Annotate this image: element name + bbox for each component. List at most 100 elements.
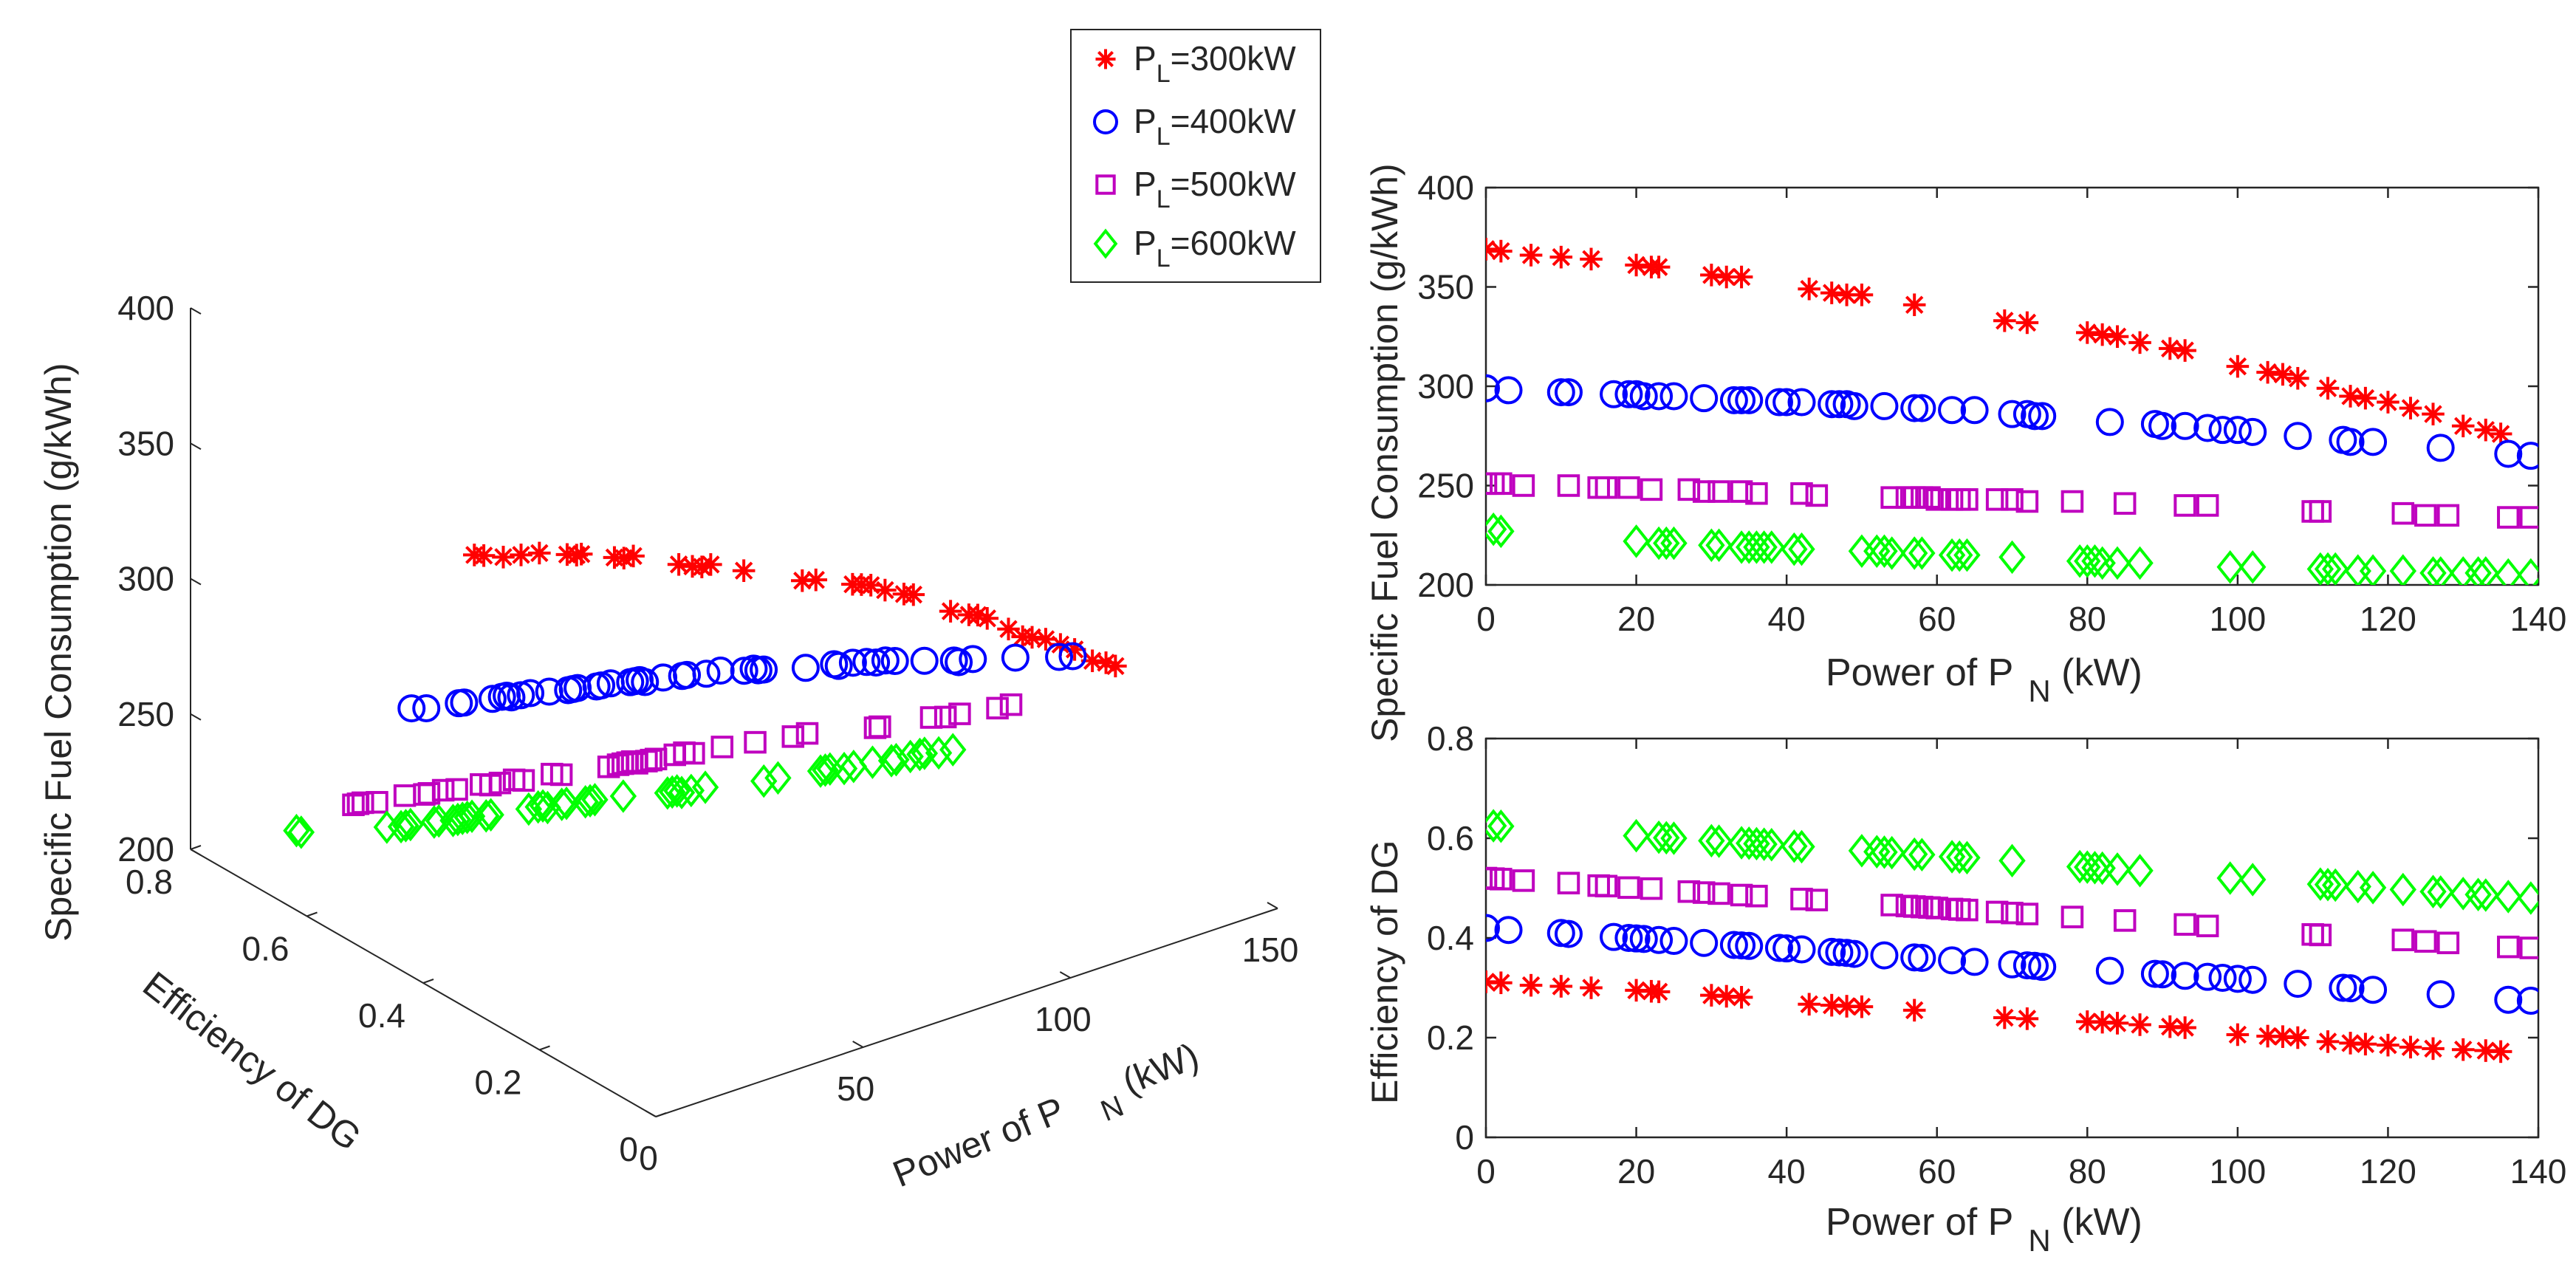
plot-eff-point-pl400 xyxy=(1900,943,1929,972)
plot-sfc-point-pl600 xyxy=(2103,546,2131,580)
plot-eff-point-pl600 xyxy=(1698,823,1725,858)
legend-label-prefix: P xyxy=(1134,165,1157,203)
plot-eff-point-pl500 xyxy=(1745,885,1768,908)
plot-3d-point-pl400 xyxy=(1045,643,1074,671)
plot-eff-point-pl300 xyxy=(1580,976,1603,999)
plot-eff-point-pl600 xyxy=(2419,874,2447,908)
plot-3d-point-pl300 xyxy=(1104,654,1127,678)
plot-eff-xtick-label: 80 xyxy=(2069,1152,2106,1191)
plot-sfc-point-pl400 xyxy=(2021,402,2049,431)
plot-sfc-point-pl400 xyxy=(2208,416,2237,445)
plot-sfc-point-pl600 xyxy=(1486,512,1507,547)
plot-sfc-point-pl300 xyxy=(1490,239,1513,263)
plot-eff-point-pl400 xyxy=(1659,927,1688,956)
plot-eff-xtick-label: 0 xyxy=(1476,1152,1496,1191)
plot-sfc-point-pl300 xyxy=(1700,264,1723,287)
plot-sfc-point-pl600 xyxy=(2344,554,2371,585)
plot-eff-point-pl600 xyxy=(1953,840,1981,875)
plot-sfc-point-pl600 xyxy=(2359,554,2387,585)
plot-sfc-point-pl400 xyxy=(1719,386,1748,414)
plot-sfc-point-pl600 xyxy=(1848,534,1876,569)
plot-sfc-point-pl300 xyxy=(2226,354,2250,378)
plot-eff-point-pl400 xyxy=(2426,980,2455,1009)
plot-sfc-point-pl300 xyxy=(2106,325,2129,349)
plot-sfc-point-pl600 xyxy=(2126,546,2154,580)
plot-sfc-point-pl500 xyxy=(1918,486,1941,509)
plot-eff-point-pl300 xyxy=(2354,1032,2377,1056)
plot-eff-point-pl600 xyxy=(2239,863,2267,897)
plot-sfc-point-pl500 xyxy=(2113,492,2137,515)
plot-3d-point-pl400 xyxy=(871,646,900,675)
plot-eff-xlabel: Power of P N (kW) xyxy=(1826,1201,2142,1258)
plot-eff-point-pl500 xyxy=(1948,898,1971,921)
plot-eff-point-pl300 xyxy=(2474,1039,2498,1062)
plot-3d-xtick xyxy=(1059,971,1071,979)
plot-eff-point-pl400 xyxy=(2095,956,2124,985)
plot-sfc-point-pl400 xyxy=(1659,382,1688,411)
svg-text:PL=500kW: PL=500kW xyxy=(1134,165,1296,213)
plot-eff-point-pl600 xyxy=(2216,861,2244,895)
plot-eff-point-pl600 xyxy=(2126,854,2154,888)
plot-eff-xlabel-sub: N xyxy=(2028,1223,2050,1258)
plot-3d-point-pl600 xyxy=(750,764,778,798)
plot-eff-point-pl600 xyxy=(1938,840,1966,874)
plot-eff-point-pl600 xyxy=(2074,850,2101,884)
plot-eff-xtick-label: 120 xyxy=(2360,1152,2416,1191)
plot-3d-point-pl400 xyxy=(673,660,702,689)
plot-eff-point-pl400 xyxy=(1735,931,1764,960)
plot-sfc-point-pl300 xyxy=(2377,391,2399,414)
plot-3d-point-pl600 xyxy=(859,745,886,779)
plot-3d-point-pl300 xyxy=(976,607,999,630)
plot-sfc-point-pl500 xyxy=(2436,504,2460,527)
plot-eff-point-pl500 xyxy=(1940,897,1964,921)
plot-eff-point-pl600 xyxy=(2321,868,2349,902)
plot-3d-point-pl600 xyxy=(515,792,543,826)
plot-sfc-ytick-label: 350 xyxy=(1417,268,1474,306)
plot-3d-point-pl600 xyxy=(764,761,792,795)
plot-3d-point-pl300 xyxy=(622,544,645,568)
plot-sfc-point-pl400 xyxy=(1938,396,1967,425)
legend-label-prefix: P xyxy=(1134,39,1157,78)
plot-eff-point-pl500 xyxy=(1918,896,1941,919)
legend-label-prefix: P xyxy=(1134,102,1157,140)
legend-entry-pl300: PL=300kW xyxy=(1095,39,1296,88)
plot-sfc-point-pl300 xyxy=(1730,265,1753,289)
plot-3d-point-pl400 xyxy=(824,651,853,680)
plot-3d-point-pl400 xyxy=(692,660,721,688)
plot-sfc-point-pl600 xyxy=(1698,528,1725,562)
plot-3d-xtick xyxy=(1267,902,1278,909)
plot-sfc-ticks: 0 20 40 60 80 100 120 140 200 250 300 350 400 xyxy=(1417,168,2566,638)
plot-sfc-point-pl600 xyxy=(2427,556,2454,585)
plot-3d-point-pl400 xyxy=(516,679,545,708)
plot-eff-point-pl400 xyxy=(2516,987,2538,1015)
plot-eff-point-pl500 xyxy=(2519,936,2538,959)
plot-3d-point-pl500 xyxy=(682,741,705,765)
plot-eff-point-pl400 xyxy=(1690,928,1719,957)
plot-eff-point-pl400 xyxy=(2494,985,2523,1014)
plot-3d-ytick-label: 0 xyxy=(619,1130,638,1168)
plot-eff-point-pl400 xyxy=(1554,919,1583,948)
plot-eff-point-pl600 xyxy=(1727,826,1755,860)
plot-sfc-point-pl400 xyxy=(2284,422,2312,451)
plot-sfc-point-pl500 xyxy=(1587,476,1610,499)
plot-sfc-point-pl500 xyxy=(2015,490,2039,513)
plot-3d-point-pl600 xyxy=(449,801,476,835)
plot-eff-point-pl300 xyxy=(1730,986,1753,1009)
plot-eff-point-pl300 xyxy=(2377,1033,2399,1057)
legend: PL=300kW PL=400kW PL=500kW PL=600kW xyxy=(1070,29,1321,283)
plot-3d-point-pl400 xyxy=(838,648,867,677)
plot-eff-point-pl500 xyxy=(1692,881,1716,904)
plot-eff-point-pl500 xyxy=(1880,894,1903,917)
plot-3d-point-pl300 xyxy=(902,583,925,606)
plot-sfc-point-pl600 xyxy=(1645,526,1673,561)
plot-eff-point-pl600 xyxy=(1758,828,1785,862)
plot-sfc-point-pl300 xyxy=(1715,265,1739,289)
plot-3d-point-pl500 xyxy=(986,696,1009,720)
plot-sfc-point-pl400 xyxy=(1870,391,1899,420)
plot-eff-point-pl500 xyxy=(1490,868,1513,891)
plot-sfc-point-pl600 xyxy=(2472,556,2499,585)
plot-eff-point-pl500 xyxy=(2015,902,2039,925)
plot-3d-point-pl400 xyxy=(1001,643,1030,672)
plot-sfc-point-pl400 xyxy=(1494,376,1523,405)
